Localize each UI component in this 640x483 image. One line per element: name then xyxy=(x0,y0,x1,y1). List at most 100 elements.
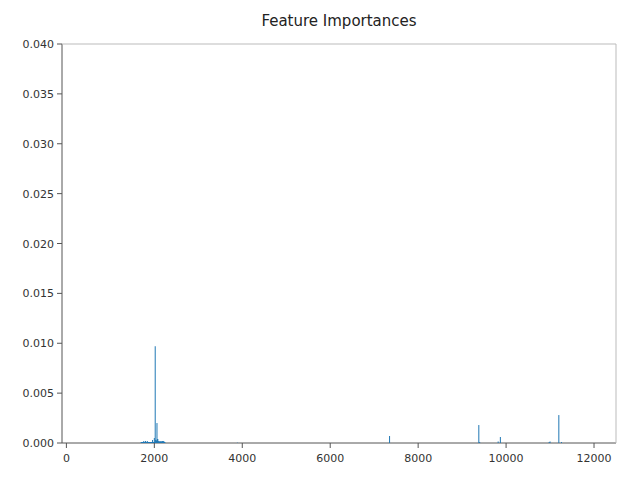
spike xyxy=(143,442,144,443)
y-tick-label: 0.010 xyxy=(23,337,55,350)
spike xyxy=(164,442,165,443)
title: Feature Importances xyxy=(261,12,416,30)
spike xyxy=(479,442,480,443)
spike xyxy=(163,442,164,443)
spike xyxy=(150,442,151,443)
y-tick-label: 0.025 xyxy=(23,188,55,201)
spike xyxy=(157,439,158,443)
y-tick xyxy=(57,393,62,394)
y-tick-label: 0.005 xyxy=(23,387,55,400)
spike xyxy=(150,442,151,443)
spike xyxy=(561,442,562,443)
y-tick xyxy=(57,293,62,294)
x-tick xyxy=(66,443,67,448)
spike xyxy=(159,442,160,443)
y-tick-label: 0.015 xyxy=(23,287,55,300)
spike xyxy=(143,441,144,443)
spike xyxy=(154,438,155,443)
spike xyxy=(149,442,150,443)
spike xyxy=(142,442,143,443)
spike xyxy=(145,442,146,443)
spike xyxy=(155,346,156,443)
spike xyxy=(157,439,158,443)
spike xyxy=(158,441,159,443)
y-tick-label: 0.030 xyxy=(23,138,55,151)
plot-frame xyxy=(616,44,617,443)
y-tick-label: 0.035 xyxy=(23,88,55,101)
spike xyxy=(147,442,148,443)
y-tick xyxy=(57,443,62,444)
y-tick-label: 0.040 xyxy=(23,38,55,51)
y-tick xyxy=(57,193,62,194)
spike xyxy=(145,441,146,443)
y-tick-label: 0.020 xyxy=(23,238,55,251)
x-tick xyxy=(506,443,507,448)
x-tick-label: 0 xyxy=(63,452,70,465)
spike xyxy=(144,442,145,443)
spike xyxy=(389,436,390,443)
spikes xyxy=(141,346,561,443)
spike xyxy=(549,442,550,443)
spike xyxy=(163,441,164,443)
spike xyxy=(146,442,147,443)
spike xyxy=(162,441,163,443)
spike xyxy=(500,437,501,443)
spike xyxy=(144,442,145,443)
spike xyxy=(160,442,161,443)
x-tick xyxy=(154,443,155,448)
spike xyxy=(149,442,150,443)
spike xyxy=(145,442,146,443)
spike xyxy=(149,442,150,443)
spike xyxy=(151,442,152,443)
spike xyxy=(148,442,149,443)
spike xyxy=(161,442,162,443)
plot-frame xyxy=(62,44,616,45)
y-tick xyxy=(57,93,62,94)
spike xyxy=(156,423,157,443)
spike xyxy=(550,442,551,443)
y-tick xyxy=(57,243,62,244)
spike xyxy=(142,442,143,443)
x-tick-label: 10000 xyxy=(489,452,524,465)
spike xyxy=(141,442,142,443)
spike xyxy=(146,442,147,443)
spike xyxy=(141,442,142,443)
x-tick xyxy=(242,443,243,448)
spike xyxy=(153,442,154,443)
spike xyxy=(153,442,154,443)
x-tick-label: 12000 xyxy=(577,452,612,465)
y-tick xyxy=(57,343,62,344)
axes: 0.000 0.005 0.010 0.015 0.020 0.025 0.030 0.035… xyxy=(23,38,617,465)
y-tick xyxy=(57,143,62,144)
spike xyxy=(164,442,165,443)
spike xyxy=(142,442,143,443)
spike xyxy=(161,442,162,443)
x-tick-label: 8000 xyxy=(404,452,432,465)
spike xyxy=(478,425,479,443)
spike xyxy=(162,442,163,443)
x-tick xyxy=(330,443,331,448)
spike xyxy=(159,442,160,443)
spike xyxy=(151,442,152,443)
y-axis-line xyxy=(62,44,63,443)
spike xyxy=(160,442,161,443)
spike xyxy=(147,441,148,443)
spike xyxy=(148,442,149,443)
spike xyxy=(237,442,238,443)
spike xyxy=(558,415,559,443)
spike xyxy=(160,442,161,443)
spike xyxy=(156,440,157,443)
spike xyxy=(155,440,156,443)
y-tick xyxy=(57,44,62,45)
spike xyxy=(152,440,153,443)
spike xyxy=(158,442,159,443)
x-tick-label: 4000 xyxy=(228,452,256,465)
y-tick-label: 0.000 xyxy=(23,437,55,450)
chart: Feature Importances0.0000.0050.0100.0150… xyxy=(0,0,640,483)
spike xyxy=(164,442,165,443)
x-tick-label: 2000 xyxy=(140,452,168,465)
x-tick-label: 6000 xyxy=(316,452,344,465)
x-tick xyxy=(418,443,419,448)
x-tick xyxy=(594,443,595,448)
spike xyxy=(498,442,499,443)
